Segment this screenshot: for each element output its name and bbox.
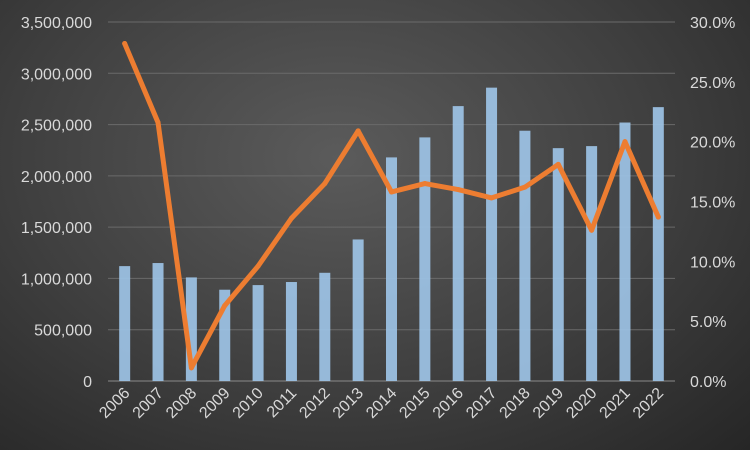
bar xyxy=(386,157,397,381)
bar xyxy=(519,130,531,381)
right-tick-label: 5.0% xyxy=(690,314,726,331)
x-tick-label: 2006 xyxy=(96,385,133,422)
right-tick-label: 0.0% xyxy=(690,374,726,391)
x-tick-label: 2009 xyxy=(196,385,233,422)
x-tick-label: 2020 xyxy=(563,385,600,422)
right-tick-label: 20.0% xyxy=(690,135,735,152)
line-point xyxy=(322,181,328,187)
x-tick-label: 2015 xyxy=(396,385,433,422)
bar xyxy=(652,107,664,382)
line-point xyxy=(422,181,428,187)
left-tick-label: 3,000,000 xyxy=(21,66,92,83)
bar xyxy=(185,277,197,381)
bar xyxy=(119,266,131,381)
line-point xyxy=(455,187,461,193)
line-point xyxy=(155,120,161,126)
line-point xyxy=(122,41,128,47)
x-tick-label: 2021 xyxy=(597,385,634,422)
right-tick-label: 10.0% xyxy=(690,254,735,271)
bar xyxy=(319,272,331,381)
left-tick-label: 2,500,000 xyxy=(21,118,92,135)
left-tick-label: 3,500,000 xyxy=(21,15,92,32)
x-tick-label: 2022 xyxy=(630,385,667,422)
x-tick-label: 2018 xyxy=(497,385,534,422)
x-tick-label: 2008 xyxy=(163,385,200,422)
x-axis-tick-labels: 2006200720082009201020112012201320142015… xyxy=(96,385,667,422)
left-tick-label: 0 xyxy=(83,374,92,391)
line-point xyxy=(288,215,294,221)
line-point xyxy=(655,214,661,220)
x-tick-label: 2019 xyxy=(530,385,567,422)
bar-series xyxy=(119,87,664,382)
bar xyxy=(552,148,564,381)
line-point xyxy=(522,184,528,190)
right-tick-label: 15.0% xyxy=(690,195,735,212)
line-point xyxy=(622,139,628,145)
x-tick-label: 2017 xyxy=(463,385,500,422)
x-tick-label: 2013 xyxy=(330,385,367,422)
left-tick-label: 2,000,000 xyxy=(21,169,92,186)
right-tick-label: 25.0% xyxy=(690,75,735,92)
bar xyxy=(419,137,431,381)
x-tick-label: 2011 xyxy=(264,385,300,421)
x-tick-label: 2007 xyxy=(130,385,167,422)
x-tick-label: 2016 xyxy=(430,385,467,422)
bar xyxy=(486,87,498,381)
left-axis-tick-labels: 0 500,000 1,000,000 1,500,000 2,000,000 2,500… xyxy=(21,15,92,391)
line-point xyxy=(255,263,261,269)
line-point xyxy=(222,303,228,309)
bar xyxy=(619,122,631,382)
left-tick-label: 1,000,000 xyxy=(21,271,92,288)
bar xyxy=(152,263,164,381)
line-point xyxy=(389,189,394,195)
bar xyxy=(586,146,598,381)
line-series xyxy=(122,41,661,371)
x-tick-label: 2014 xyxy=(363,385,400,422)
left-tick-label: 1,500,000 xyxy=(21,220,92,237)
x-tick-label: 2010 xyxy=(230,385,267,422)
bar xyxy=(219,289,231,381)
line-point xyxy=(188,365,194,371)
line-point xyxy=(489,195,495,201)
bar xyxy=(352,239,364,381)
line-point xyxy=(555,161,561,167)
bar xyxy=(285,282,297,381)
x-tick-label: 2012 xyxy=(296,385,333,422)
line-point xyxy=(589,227,595,233)
bar xyxy=(452,106,464,381)
line-point xyxy=(355,128,361,134)
right-axis-tick-labels: 0.0% 5.0% 10.0% 15.0% 20.0% 25.0% 30.0% xyxy=(690,15,735,391)
right-tick-label: 30.0% xyxy=(690,15,735,32)
bar xyxy=(252,285,264,381)
left-tick-label: 500,000 xyxy=(34,323,92,340)
